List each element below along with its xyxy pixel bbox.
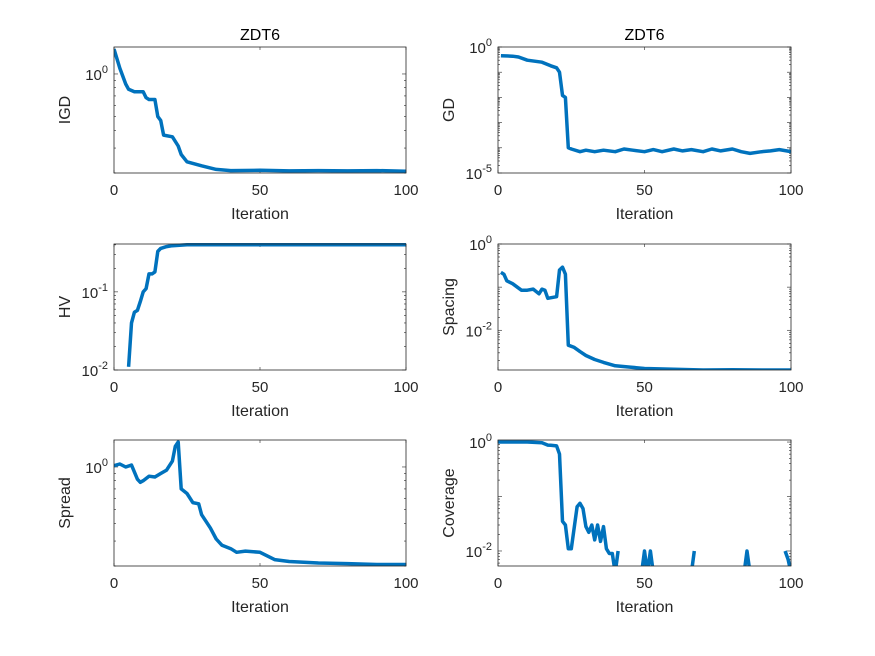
x-tick-label: 0 bbox=[110, 379, 118, 396]
axes-box bbox=[113, 243, 407, 371]
y-tick-label: 10-2 bbox=[466, 541, 492, 561]
axes-box bbox=[497, 439, 792, 567]
x-tick-label: 50 bbox=[636, 379, 653, 396]
series-line-gd bbox=[500, 53, 791, 156]
y-tick-label: 100 bbox=[85, 64, 108, 84]
subplot-igd: 0 50 100 100 Iteration IGD ZDT6 bbox=[57, 27, 419, 223]
subplot-spacing: 0 50 100 100 10-2 Iteration Spacing bbox=[441, 234, 804, 420]
x-tick-label: 50 bbox=[636, 575, 653, 592]
x-tick-label: 0 bbox=[110, 182, 118, 199]
x-axis-label: Iteration bbox=[231, 206, 289, 223]
chart-title: ZDT6 bbox=[240, 27, 280, 44]
x-tick-label: 0 bbox=[494, 182, 502, 199]
x-tick-label: 50 bbox=[252, 379, 269, 396]
y-tick-label: 10-2 bbox=[466, 320, 492, 340]
x-tick-label: 100 bbox=[393, 182, 418, 199]
y-tick-label: 100 bbox=[469, 37, 492, 57]
subplot-coverage: 0 50 100 100 10-2 Iteration Coverage bbox=[441, 432, 804, 616]
y-tick-label: 10-2 bbox=[82, 360, 108, 380]
y-axis-label: IGD bbox=[57, 96, 74, 124]
x-tick-label: 100 bbox=[393, 379, 418, 396]
x-tick-label: 100 bbox=[778, 182, 803, 199]
x-tick-label: 100 bbox=[778, 575, 803, 592]
plot-area bbox=[114, 440, 406, 566]
y-tick-label: 10-5 bbox=[466, 163, 492, 183]
x-tick-label: 50 bbox=[252, 182, 269, 199]
x-tick-label: 0 bbox=[494, 575, 502, 592]
x-axis-label: Iteration bbox=[616, 599, 674, 616]
subplot-gd: 0 50 100 100 10-5 Iteration GD ZDT6 bbox=[441, 27, 804, 223]
plot-area bbox=[498, 244, 791, 370]
y-tick-label: 100 bbox=[85, 457, 108, 477]
y-axis-label: Coverage bbox=[441, 468, 458, 537]
plot-area bbox=[114, 47, 406, 173]
subplot-hv: 0 50 100 10-1 10-2 Iteration HV bbox=[57, 243, 419, 420]
series-line-hv bbox=[126, 243, 406, 367]
axes-box bbox=[113, 46, 407, 174]
x-tick-label: 100 bbox=[778, 379, 803, 396]
x-tick-label: 0 bbox=[110, 575, 118, 592]
x-tick-label: 100 bbox=[393, 575, 418, 592]
y-axis-label: Spacing bbox=[441, 278, 458, 336]
y-tick-label: 100 bbox=[469, 432, 492, 452]
x-tick-label: 50 bbox=[252, 575, 269, 592]
y-axis-label: HV bbox=[57, 296, 74, 319]
y-axis-label: Spread bbox=[57, 477, 74, 529]
x-axis-label: Iteration bbox=[616, 403, 674, 420]
axes-box bbox=[497, 243, 792, 371]
x-tick-label: 0 bbox=[494, 379, 502, 396]
series-line-coverage bbox=[498, 440, 791, 566]
series-line-spread bbox=[114, 440, 406, 566]
plot-area bbox=[498, 440, 791, 566]
y-axis-label: GD bbox=[441, 98, 458, 122]
x-axis-label: Iteration bbox=[231, 403, 289, 420]
subplot-spread: 0 50 100 100 Iteration Spread bbox=[57, 439, 419, 616]
chart-title: ZDT6 bbox=[625, 27, 665, 44]
x-tick-label: 50 bbox=[636, 182, 653, 199]
y-tick-label: 100 bbox=[469, 234, 492, 254]
plot-area bbox=[114, 244, 406, 370]
axes-box bbox=[497, 46, 792, 174]
x-axis-label: Iteration bbox=[231, 599, 289, 616]
y-tick-label: 10-1 bbox=[82, 282, 108, 302]
x-axis-label: Iteration bbox=[616, 206, 674, 223]
axes-box bbox=[113, 439, 407, 567]
series-line-spacing bbox=[499, 265, 791, 370]
series-line-igd bbox=[114, 48, 406, 173]
